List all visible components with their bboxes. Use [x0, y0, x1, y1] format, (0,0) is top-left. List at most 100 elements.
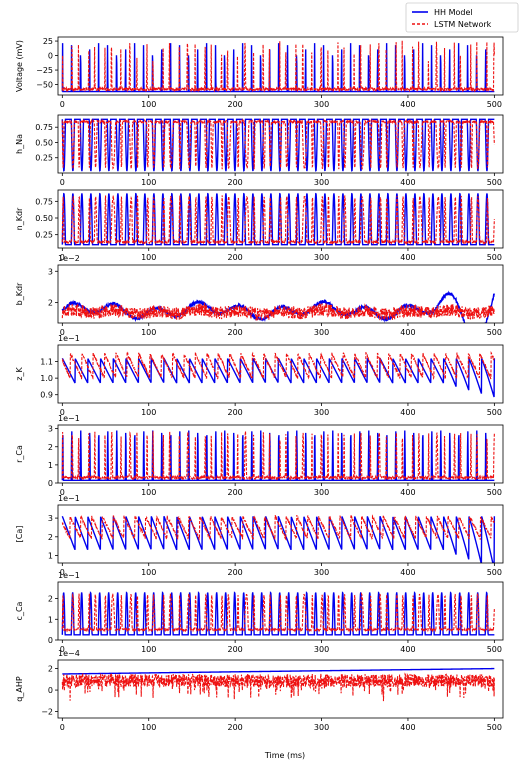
x-tick-label: 100	[141, 568, 156, 577]
x-tick-label: 400	[400, 645, 415, 654]
lstm-network-line	[61, 514, 495, 542]
axis-multiplier: 1e−4	[58, 649, 80, 658]
x-tick-label: 400	[400, 488, 415, 497]
x-tick-label: 400	[400, 253, 415, 262]
y-tick-label: 2	[48, 665, 53, 674]
x-tick-label: 100	[141, 328, 156, 337]
y-tick-label: 0.75	[35, 123, 53, 132]
y-axis-label: c_Ca	[15, 601, 24, 620]
x-tick-label: 500	[487, 488, 502, 497]
x-tick-label: 200	[227, 253, 242, 262]
hh-model-line	[61, 515, 496, 563]
lstm-network-line	[61, 350, 495, 381]
y-tick-label: 0.50	[35, 214, 53, 223]
lstm-network-line	[61, 40, 495, 93]
y-axis-label: q_AHP	[15, 676, 24, 702]
y-tick-label: 0.75	[35, 197, 53, 206]
x-tick-label: 500	[487, 100, 502, 109]
panel-9: −2 0 2 0 100 200 300 400 500 q_AHP 1e−4	[15, 649, 504, 732]
y-tick-label: −50	[36, 81, 53, 90]
x-tick-label: 300	[314, 488, 329, 497]
lstm-network-line	[61, 430, 495, 482]
x-tick-label: 200	[227, 645, 242, 654]
x-tick-label: 100	[141, 408, 156, 417]
y-tick-label: 1.1	[40, 358, 53, 367]
x-tick-label: 400	[400, 328, 415, 337]
panel-7: 1 2 3 0 100 200 300 400 500 [Ca] 1e−1	[15, 494, 504, 577]
y-tick-label: 0.50	[35, 138, 53, 147]
x-tick-label: 200	[227, 178, 242, 187]
y-tick-label: 1	[48, 615, 53, 624]
y-tick-label: 1	[48, 552, 53, 561]
y-axis-label: z_K	[15, 367, 24, 381]
x-tick-label: 100	[141, 723, 156, 732]
x-tick-label: 300	[314, 568, 329, 577]
y-tick-label: 0	[48, 686, 53, 695]
y-tick-label: 2	[48, 299, 53, 308]
x-tick-label: 500	[487, 253, 502, 262]
panel-1: 25 0 −25 −50 0 100 200 300 400 500 Voltage (mV)	[15, 36, 504, 109]
lstm-network-line	[61, 592, 495, 633]
panel-frame	[57, 264, 504, 324]
x-tick-label: 0	[60, 568, 65, 577]
x-tick-label: 300	[314, 408, 329, 417]
x-tick-label: 100	[141, 100, 156, 109]
axis-multiplier: 1e−1	[58, 494, 80, 503]
y-tick-label: 0	[48, 636, 53, 645]
x-tick-label: 0	[60, 178, 65, 187]
y-tick-label: 0.25	[35, 231, 53, 240]
y-axis-label: h_Na	[15, 134, 24, 154]
panel-frame	[57, 659, 504, 719]
x-tick-label: 0	[60, 328, 65, 337]
panel-frame	[57, 504, 504, 564]
x-tick-label: 0	[60, 408, 65, 417]
x-tick-label: 200	[227, 328, 242, 337]
y-tick-label: 3	[48, 425, 53, 434]
y-tick-label: 2	[48, 443, 53, 452]
hh-model-line	[61, 290, 496, 323]
x-tick-label: 400	[400, 568, 415, 577]
x-tick-label: 200	[227, 100, 242, 109]
x-tick-label: 300	[314, 178, 329, 187]
x-tick-label: 300	[314, 100, 329, 109]
x-tick-label: 400	[400, 178, 415, 187]
x-tick-label: 400	[400, 723, 415, 732]
x-tick-label: 400	[400, 408, 415, 417]
y-axis-label: Voltage (mV)	[15, 40, 24, 92]
legend-box	[405, 2, 519, 33]
x-tick-label: 200	[227, 408, 242, 417]
y-tick-label: 0	[48, 479, 53, 488]
axis-multiplier: 1e−1	[58, 571, 80, 580]
lstm-network-line	[61, 671, 495, 702]
y-axis-label: r_Ca	[15, 445, 24, 463]
x-tick-label: 100	[141, 488, 156, 497]
panel-2: 0.25 0.50 0.75 0 100 200 300 400 500 h_Na	[15, 114, 504, 187]
x-tick-label: 100	[141, 253, 156, 262]
x-tick-label: 200	[227, 488, 242, 497]
panel-frame	[57, 36, 504, 96]
x-tick-label: 500	[487, 723, 502, 732]
y-tick-label: 0.25	[35, 154, 53, 163]
y-tick-label: 1.0	[40, 374, 53, 383]
y-tick-label: −25	[36, 66, 53, 75]
hh-model-line	[62, 667, 495, 675]
x-tick-label: 300	[314, 645, 329, 654]
panel-frame	[57, 344, 504, 404]
x-tick-label: 200	[227, 568, 242, 577]
x-tick-label: 500	[487, 178, 502, 187]
hh-model-line	[61, 118, 495, 172]
x-tick-label: 300	[314, 328, 329, 337]
x-tick-label: 0	[60, 100, 65, 109]
legend-hh-label: HH Model	[434, 8, 473, 17]
axis-multiplier: 1e−1	[58, 334, 80, 343]
panel-6: 0 1 2 3 0 100 200 300 400 500 r_Ca 1e−1	[15, 414, 504, 497]
axis-multiplier: 1e−1	[58, 414, 80, 423]
legend-lstm-label: LSTM Network	[434, 20, 492, 29]
panel-frame	[57, 114, 504, 174]
x-tick-label: 500	[487, 328, 502, 337]
lstm-network-line	[61, 118, 495, 171]
lstm-network-line	[61, 302, 495, 323]
y-tick-label: 2	[48, 595, 53, 604]
